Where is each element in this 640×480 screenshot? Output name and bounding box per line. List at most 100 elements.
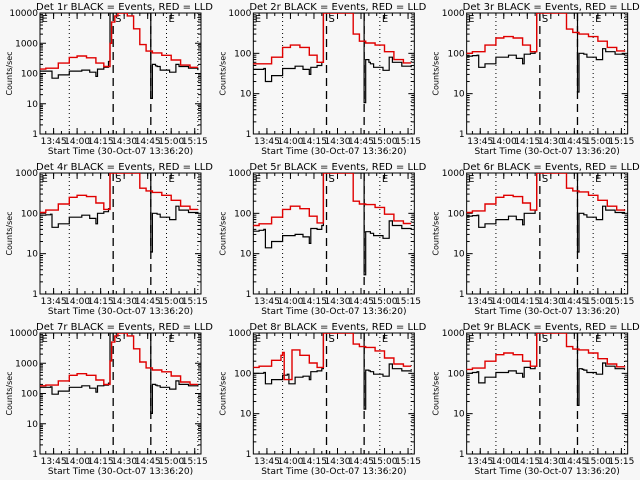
marker-label-e: E xyxy=(41,14,47,25)
x-tick-label: 14:15 xyxy=(514,457,540,467)
x-tick-label: 14:00 xyxy=(491,457,517,467)
panel-title: Det 7r BLACK = Events, RED = LLD xyxy=(36,322,213,333)
plot-frame xyxy=(39,12,202,135)
y-tick-label: 1000 xyxy=(442,329,465,339)
y-tick-label: 100 xyxy=(21,390,38,400)
x-tick-label: 14:00 xyxy=(277,137,303,147)
y-tick-label: 10000 xyxy=(9,329,38,339)
marker-label-e: E xyxy=(595,334,601,345)
x-tick-label: 15:00 xyxy=(372,137,398,147)
x-tick-label: 14:45 xyxy=(561,457,587,467)
x-tick-label: 14:00 xyxy=(491,297,517,307)
x-tick-label: 14:45 xyxy=(561,297,587,307)
x-tick-label: 14:00 xyxy=(64,137,90,147)
x-axis-label: Start Time (30-Oct-07 13:36:20) xyxy=(48,467,193,477)
y-tick-label: 1 xyxy=(32,450,38,460)
plot-frame xyxy=(466,172,629,295)
x-tick-label: 14:00 xyxy=(64,457,90,467)
y-axis-label: Counts/sec xyxy=(218,211,227,255)
series-lld-line xyxy=(253,13,412,65)
series-events-line xyxy=(40,13,199,99)
x-tick-label: 15:15 xyxy=(608,297,634,307)
x-tick-label: 14:45 xyxy=(348,457,374,467)
x-tick-label: 14:45 xyxy=(135,457,161,467)
x-tick-label: 13:45 xyxy=(254,297,280,307)
marker-label-e: E xyxy=(382,14,388,25)
x-tick-label: 14:30 xyxy=(111,297,137,307)
series-lld-line xyxy=(40,333,198,387)
x-tick-label: 14:45 xyxy=(348,297,374,307)
x-tick-label: 14:15 xyxy=(301,457,327,467)
y-tick-label: 10000 xyxy=(9,9,38,19)
y-tick-label: 1 xyxy=(246,130,252,140)
x-tick-label: 14:15 xyxy=(514,137,540,147)
series-events-line xyxy=(40,333,199,414)
x-tick-label: 13:45 xyxy=(41,137,67,147)
x-tick-label: 15:15 xyxy=(182,297,208,307)
marker-label-e: E xyxy=(255,334,261,345)
x-tick-label: 15:15 xyxy=(395,297,421,307)
x-tick-label: 14:30 xyxy=(111,137,137,147)
panel-7: Det 7r BLACK = Events, RED = LLD 1 10 100 10… xyxy=(5,322,213,477)
marker-label-s: S xyxy=(542,174,548,185)
x-tick-label: 15:00 xyxy=(158,297,184,307)
series-events-line xyxy=(253,13,412,104)
x-tick-label: 13:45 xyxy=(254,137,280,147)
marker-label-s: S xyxy=(542,14,548,25)
panel-8: Det 8r BLACK = Events, RED = LLD 1 10 100 10… xyxy=(218,322,426,477)
panel-9: Det 9r BLACK = Events, RED = LLD 1 10 100 10… xyxy=(432,322,640,477)
x-tick-label: 14:00 xyxy=(277,457,303,467)
y-axis-label: Counts/sec xyxy=(218,51,227,95)
x-tick-label: 15:00 xyxy=(585,297,611,307)
x-tick-label: 15:00 xyxy=(372,297,398,307)
y-tick-label: 1 xyxy=(32,130,38,140)
y-tick-label: 10 xyxy=(453,410,465,420)
x-tick-label: 15:15 xyxy=(608,137,634,147)
marker-label-s: S xyxy=(329,174,335,185)
x-tick-label: 14:00 xyxy=(491,137,517,147)
series-lld-line xyxy=(40,173,198,214)
y-tick-label: 10 xyxy=(27,100,39,110)
marker-label-e: E xyxy=(468,334,474,345)
y-tick-label: 1 xyxy=(459,290,465,300)
marker-label-e: E xyxy=(468,14,474,25)
x-tick-label: 14:30 xyxy=(325,297,351,307)
panel-3: Det 3r BLACK = Events, RED = LLD 1 10 100 10… xyxy=(432,2,640,157)
x-tick-label: 14:45 xyxy=(135,137,161,147)
panel-title: Det 6r BLACK = Events, RED = LLD xyxy=(463,162,640,173)
y-axis-label: Counts/sec xyxy=(432,211,441,255)
y-tick-label: 10 xyxy=(240,410,252,420)
series-events-line xyxy=(253,173,412,276)
x-tick-label: 15:15 xyxy=(182,457,208,467)
x-tick-label: 15:15 xyxy=(608,457,634,467)
series-lld-line xyxy=(466,173,626,214)
y-tick-label: 10 xyxy=(453,250,465,260)
marker-label-e: E xyxy=(169,334,175,345)
x-tick-label: 13:45 xyxy=(41,457,67,467)
plot-frame xyxy=(39,172,202,295)
x-tick-label: 14:30 xyxy=(538,457,564,467)
x-tick-label: 15:15 xyxy=(395,457,421,467)
y-tick-label: 1000 xyxy=(15,169,38,179)
x-tick-label: 14:15 xyxy=(88,457,114,467)
plot-frame xyxy=(466,332,629,455)
x-tick-label: 14:30 xyxy=(325,457,351,467)
y-axis-label: Counts/sec xyxy=(432,371,441,415)
series-events-line xyxy=(253,333,412,410)
y-tick-label: 100 xyxy=(447,369,464,379)
panel-4: Det 4r BLACK = Events, RED = LLD 1 10 100 10… xyxy=(5,162,213,317)
panel-5: Det 5r BLACK = Events, RED = LLD 1 10 100 10… xyxy=(218,162,426,317)
marker-label-e: E xyxy=(382,174,388,185)
x-tick-label: 14:45 xyxy=(561,137,587,147)
panel-title: Det 4r BLACK = Events, RED = LLD xyxy=(36,162,213,173)
x-tick-label: 15:00 xyxy=(585,137,611,147)
y-tick-label: 100 xyxy=(234,369,251,379)
series-lld-line xyxy=(253,333,412,381)
panel-title: Det 5r BLACK = Events, RED = LLD xyxy=(249,162,426,173)
x-tick-label: 15:00 xyxy=(585,457,611,467)
series-lld-line xyxy=(466,333,626,371)
marker-label-s: S xyxy=(115,334,121,345)
y-axis-label: Counts/sec xyxy=(218,371,227,415)
x-tick-label: 15:00 xyxy=(158,457,184,467)
y-tick-label: 100 xyxy=(447,49,464,59)
